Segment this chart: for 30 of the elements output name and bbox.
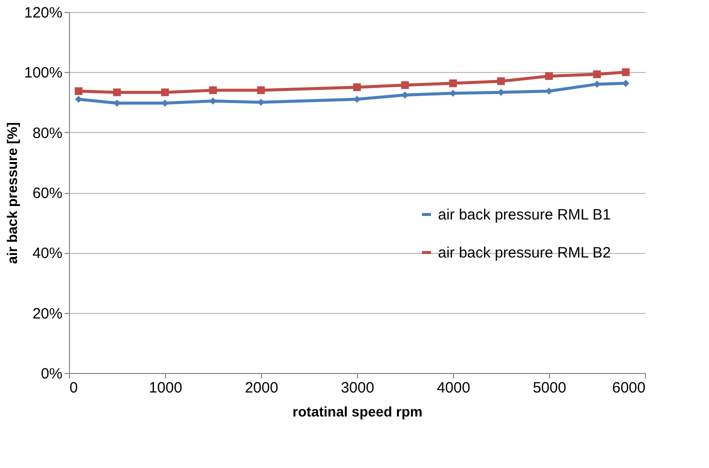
point: [497, 77, 505, 86]
point: [622, 68, 630, 76]
y-tick-label: 60%: [32, 185, 62, 202]
point: [401, 81, 409, 89]
x-tick-label: 5000: [532, 380, 566, 396]
y-tick-label: 80%: [32, 124, 62, 142]
legend-label: air back pressure RML B1: [438, 206, 611, 224]
legend-label: air back pressure RML B2: [438, 244, 611, 262]
x-tick-label: 4000: [436, 380, 470, 396]
y-tick-label: 120%: [24, 4, 62, 22]
point: [209, 86, 217, 94]
point: [449, 79, 457, 88]
y-axis-title: air back pressure [%]: [4, 122, 20, 264]
point: [545, 72, 553, 80]
x-tick-label: 2000: [244, 380, 278, 396]
point: [113, 88, 121, 96]
y-tick-label: 20%: [32, 305, 62, 322]
point: [74, 87, 82, 95]
x-tick-label: 6000: [612, 380, 646, 396]
x-tick-label: 0: [70, 380, 78, 396]
x-tick-label: 3000: [340, 380, 374, 396]
x-tick-label: 1000: [148, 380, 182, 396]
y-tick-label: 100%: [24, 64, 62, 82]
point: [353, 83, 361, 92]
y-tick-label: 40%: [32, 245, 62, 262]
point: [257, 86, 265, 94]
x-axis-title: rotatinal speed rpm: [292, 404, 422, 420]
y-tick-label: 0%: [40, 366, 62, 382]
point: [161, 88, 169, 96]
point: [593, 70, 601, 78]
